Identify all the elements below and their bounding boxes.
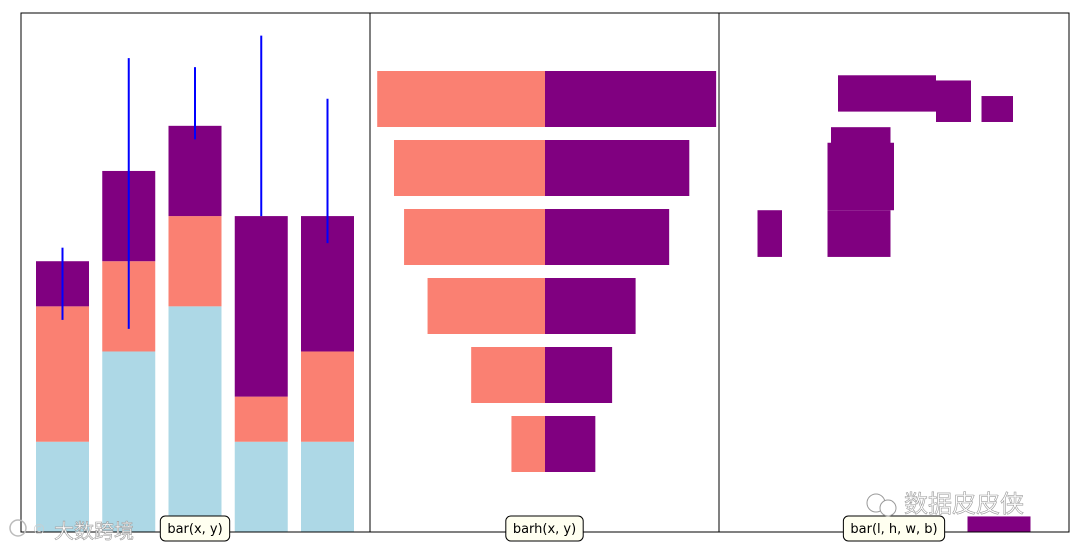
panel-title-box-2 — [505, 515, 584, 542]
watermark-left: © 大数跨境 — [9, 519, 134, 543]
barh-left-2 — [471, 347, 545, 403]
block-7 — [757, 210, 782, 257]
panel-title-1: bar(x, y) — [167, 522, 222, 537]
barh-right-6 — [545, 71, 717, 127]
block-6 — [827, 210, 891, 257]
barh-right-2 — [545, 347, 613, 403]
block-8 — [967, 516, 1031, 532]
watermark-right-text: 数据皮皮侠 — [904, 490, 1024, 518]
panel-labels: bar(x, y) barh(x, y) bar(l, h, w, b) — [159, 515, 946, 542]
weibo-icon — [9, 519, 27, 537]
panel-title-2: barh(x, y) — [513, 522, 576, 537]
bar-bottom-3 — [168, 306, 222, 532]
panel-title-box-1 — [159, 515, 231, 542]
bar-top-4 — [234, 216, 288, 397]
barh-left-4 — [404, 209, 545, 265]
bar-bottom-2 — [102, 351, 156, 532]
bar-bottom-5 — [301, 441, 354, 532]
bar-bottom-1 — [36, 441, 89, 532]
block-1 — [838, 75, 936, 112]
panel-title-3: bar(l, h, w, b) — [850, 522, 937, 537]
barh-right-1 — [545, 416, 596, 472]
panel-bar — [36, 35, 354, 532]
barh-left-6 — [377, 71, 545, 127]
barh-left-3 — [427, 278, 545, 334]
barh-right-4 — [545, 209, 670, 265]
barh-left-1 — [511, 416, 545, 472]
barh-left-5 — [393, 140, 545, 196]
bar-middle-1 — [36, 306, 89, 442]
barh-right-5 — [545, 140, 690, 196]
panel-broken-barh — [757, 75, 1031, 532]
watermark-right: 数据皮皮侠 — [866, 490, 1024, 518]
bar-middle-4 — [234, 396, 288, 442]
bar-top-3 — [168, 125, 222, 217]
bar-bottom-4 — [234, 441, 288, 532]
barh-right-3 — [545, 278, 636, 334]
bar-middle-5 — [301, 351, 354, 442]
block-3 — [981, 96, 1013, 122]
watermark-left-text: 大数跨境 — [54, 519, 134, 543]
block-2 — [936, 80, 971, 122]
panel-title-box-3 — [842, 515, 946, 542]
svg-text:©: © — [32, 522, 46, 538]
block-5 — [827, 142, 894, 211]
bar-middle-3 — [168, 216, 222, 307]
panel-barh — [377, 71, 717, 472]
